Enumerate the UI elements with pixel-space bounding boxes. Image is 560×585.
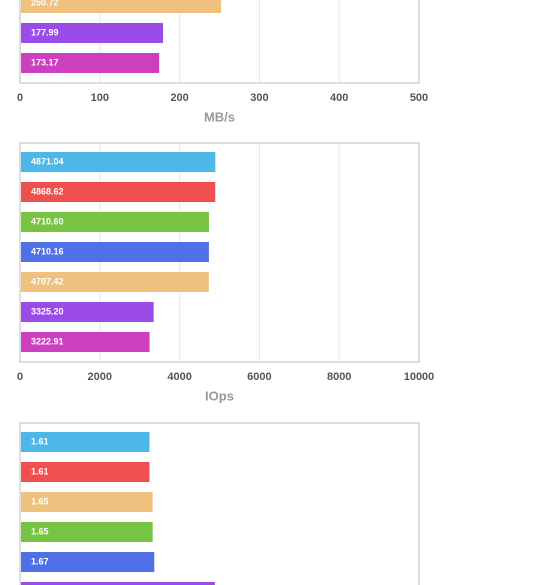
bar <box>21 182 216 202</box>
bar <box>21 582 215 585</box>
value-label: 4710.60 <box>31 216 64 226</box>
x-tick-label: 400 <box>330 92 348 104</box>
value-label: 1.61 <box>31 466 49 476</box>
value-label: 250.72 <box>31 0 59 7</box>
bar <box>21 522 153 542</box>
x-tick-label: 200 <box>170 92 188 104</box>
bar <box>21 302 154 322</box>
x-tick-label: 6000 <box>247 371 271 383</box>
x-tick-label: 100 <box>91 92 109 104</box>
value-label: 177.99 <box>31 27 59 37</box>
x-tick-label: 4000 <box>167 371 191 383</box>
value-label: 1.61 <box>31 436 49 446</box>
plot-frame <box>19 0 420 84</box>
value-label: 3222.91 <box>31 336 64 346</box>
x-tick-label: 2000 <box>88 371 112 383</box>
value-label: 173.17 <box>31 57 59 67</box>
plot-frame <box>19 142 420 363</box>
bar <box>21 462 150 482</box>
bar <box>21 53 160 73</box>
plot-frame <box>19 422 420 585</box>
value-label: 4710.16 <box>31 246 64 256</box>
bar <box>21 152 216 172</box>
value-label: 1.67 <box>31 556 49 566</box>
x-tick-label: 0 <box>17 92 23 104</box>
x-tick-label: 0 <box>17 371 23 383</box>
value-label: 1.65 <box>31 526 49 536</box>
bar <box>21 242 209 262</box>
value-label: 3325.20 <box>31 306 64 316</box>
bar <box>21 552 155 572</box>
x-tick-label: 300 <box>250 92 268 104</box>
value-label: 4871.04 <box>31 156 64 166</box>
value-label: 4868.62 <box>31 186 64 196</box>
value-label: 1.65 <box>31 496 49 506</box>
bar <box>21 332 150 352</box>
x-tick-label: 500 <box>410 92 428 104</box>
value-label: 4707.42 <box>31 276 64 286</box>
bar <box>21 23 164 43</box>
x-axis-title: MB/s <box>204 109 235 124</box>
x-tick-label: 10000 <box>404 371 435 383</box>
x-tick-label: 8000 <box>327 371 351 383</box>
bar <box>21 272 209 292</box>
bar <box>21 212 209 232</box>
bar <box>21 492 153 512</box>
x-axis-title: IOps <box>205 388 234 403</box>
bar <box>21 432 150 452</box>
bar <box>21 0 222 13</box>
